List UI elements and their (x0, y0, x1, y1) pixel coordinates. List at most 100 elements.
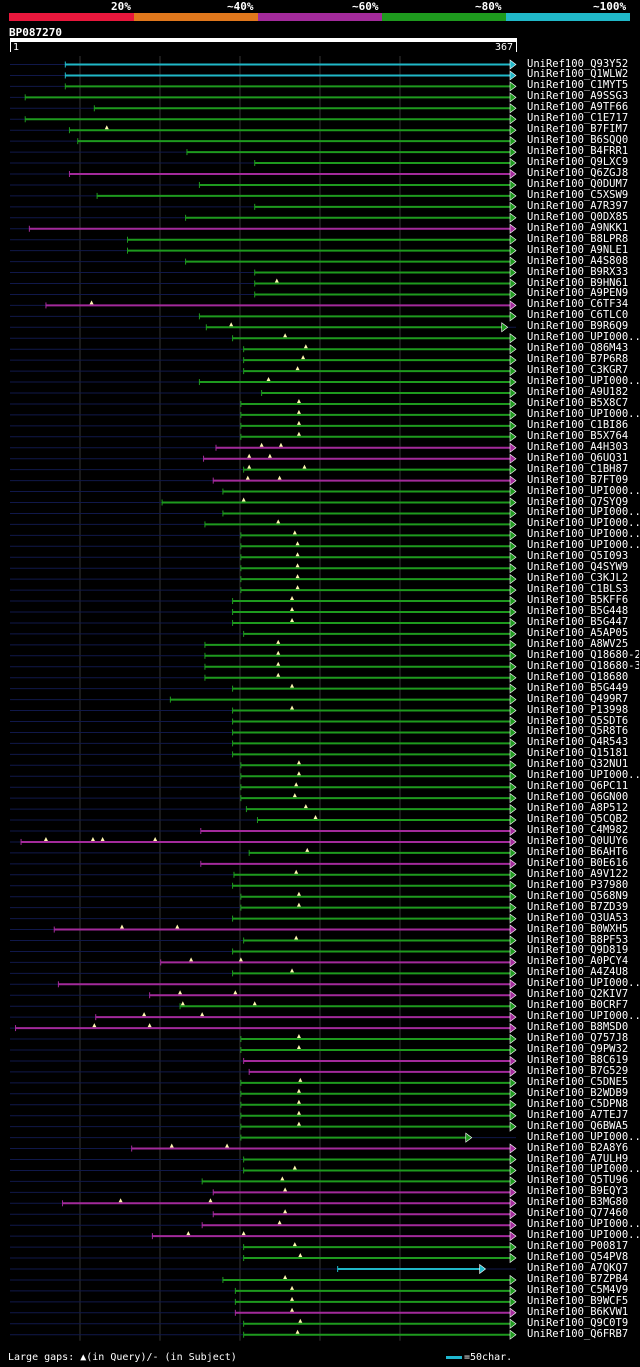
hit-label[interactable]: UniRef100_P00817 (527, 1241, 629, 1253)
hit-label[interactable]: UniRef100_B8MSD0 (527, 1022, 629, 1034)
hit-label[interactable]: UniRef100_A8P512 (527, 803, 629, 815)
hit-label[interactable]: UniRef100_B7ZD39 (527, 901, 629, 913)
hit-label[interactable]: UniRef100_B3MG80 (527, 1197, 629, 1209)
hit-label[interactable]: UniRef100_C4M982 (527, 825, 629, 836)
hit-label[interactable]: UniRef100_B8LPR8 (527, 233, 629, 245)
hit-label[interactable]: UniRef100_Q32NU1 (527, 759, 629, 771)
hit-label[interactable]: UniRef100_Q0DUM7 (527, 178, 629, 190)
hit-label[interactable]: UniRef100_A7ULH9 (527, 1153, 629, 1165)
hit-label[interactable]: UniRef100_A8WV25 (527, 638, 629, 650)
hit-label[interactable]: UniRef100_Q5TU96 (527, 1175, 629, 1187)
hit-label[interactable]: UniRef100_A5AP05 (527, 627, 629, 639)
hit-label[interactable]: UniRef100_Q1WLW2 (527, 69, 629, 81)
hit-label[interactable]: UniRef100_B5KFF6 (527, 595, 629, 607)
hit-label[interactable]: UniRef100_C1MYT5 (527, 80, 629, 92)
hit-label[interactable]: UniRef100_Q757J8 (527, 1033, 629, 1045)
hit-label[interactable]: UniRef100_Q2KIV7 (527, 989, 629, 1001)
hit-label[interactable]: UniRef100_UPI000.. (527, 1164, 639, 1176)
hit-label[interactable]: UniRef100_B0CRF7 (527, 1000, 629, 1012)
hit-label[interactable]: UniRef100_C3KJL2 (527, 573, 629, 585)
hit-label[interactable]: UniRef100_Q9D819 (527, 945, 629, 957)
hit-label[interactable]: UniRef100_C3KGR7 (527, 365, 629, 377)
hit-label[interactable]: UniRef100_A9V122 (527, 868, 629, 880)
hit-label[interactable]: UniRef100_Q7SYQ9 (527, 496, 629, 508)
hit-label[interactable]: UniRef100_B0WXH5 (527, 923, 629, 935)
hit-label[interactable]: UniRef100_B0E616 (527, 857, 629, 869)
hit-label[interactable]: UniRef100_Q9PW32 (527, 1044, 629, 1055)
hit-label[interactable]: UniRef100_B8PF53 (527, 934, 629, 946)
hit-label[interactable]: UniRef100_UPI000.. (527, 978, 639, 990)
hit-label[interactable]: UniRef100_A4H303 (527, 441, 629, 453)
hit-label[interactable]: UniRef100_P37980 (527, 879, 629, 891)
hit-label[interactable]: UniRef100_B6KVW1 (527, 1306, 629, 1318)
hit-label[interactable]: UniRef100_Q4R543 (527, 737, 629, 749)
hit-label[interactable]: UniRef100_Q5I093 (527, 551, 629, 563)
hit-label[interactable]: UniRef100_A7TEJ7 (527, 1109, 629, 1121)
hit-label[interactable]: UniRef100_UPI000.. (527, 518, 639, 530)
hit-label[interactable]: UniRef100_P13998 (527, 704, 629, 716)
hit-label[interactable]: UniRef100_UPI000.. (527, 770, 639, 782)
hit-label[interactable]: UniRef100_UPI000.. (527, 507, 639, 519)
hit-label[interactable]: UniRef100_Q0UUY6 (527, 835, 629, 847)
hit-label[interactable]: UniRef100_UPI000.. (527, 408, 639, 420)
hit-label[interactable]: UniRef100_Q5CQB2 (527, 814, 629, 826)
hit-label[interactable]: UniRef100_C5M4V9 (527, 1284, 629, 1296)
hit-label[interactable]: UniRef100_Q9C0T9 (527, 1317, 629, 1329)
hit-label[interactable]: UniRef100_B5G447 (527, 616, 629, 628)
hit-label[interactable]: UniRef100_B2WDB9 (527, 1087, 629, 1099)
hit-label[interactable]: UniRef100_UPI000.. (527, 1011, 639, 1023)
hit-label[interactable]: UniRef100_UPI000.. (527, 1131, 639, 1143)
hit-label[interactable]: UniRef100_UPI000.. (527, 376, 639, 388)
hit-label[interactable]: UniRef100_Q54PV8 (527, 1252, 629, 1264)
hit-label[interactable]: UniRef100_A0PCY4 (527, 956, 629, 968)
hit-label[interactable]: UniRef100_UPI000.. (527, 540, 639, 552)
hit-label[interactable]: UniRef100_B9WCF5 (527, 1295, 629, 1307)
hit-label[interactable]: UniRef100_A7R397 (527, 200, 629, 212)
hit-label[interactable]: UniRef100_Q0DX85 (527, 211, 629, 223)
hit-label[interactable]: UniRef100_B5X764 (527, 430, 629, 442)
hit-label[interactable]: UniRef100_UPI000.. (527, 1230, 639, 1242)
hit-label[interactable]: UniRef100_B4FRR1 (527, 146, 629, 158)
hit-label[interactable]: UniRef100_B7FT09 (527, 474, 629, 486)
hit-label[interactable]: UniRef100_C1BI86 (527, 419, 629, 431)
hit-label[interactable]: UniRef100_B7P6R8 (527, 354, 629, 366)
hit-label[interactable]: UniRef100_B7G529 (527, 1065, 629, 1077)
hit-label[interactable]: UniRef100_A9SSG3 (527, 91, 629, 103)
hit-label[interactable]: UniRef100_B2A8Y6 (527, 1142, 629, 1154)
hit-label[interactable]: UniRef100_Q4SYW9 (527, 562, 629, 574)
hit-label[interactable]: UniRef100_Q6ZGJ8 (527, 168, 629, 179)
hit-label[interactable]: UniRef100_Q3UA53 (527, 912, 629, 924)
hit-label[interactable]: UniRef100_A4Z4U8 (527, 967, 629, 979)
hit-label[interactable]: UniRef100_Q18680-3 (527, 660, 639, 672)
hit-label[interactable]: UniRef100_Q93Y52 (527, 58, 629, 70)
hit-label[interactable]: UniRef100_Q18680-2 (527, 649, 639, 661)
hit-label[interactable]: UniRef100_Q5R8T6 (527, 726, 629, 738)
hit-label[interactable]: UniRef100_B6SQQ0 (527, 135, 629, 147)
hit-label[interactable]: UniRef100_C1E717 (527, 113, 629, 125)
hit-label[interactable]: UniRef100_B5G448 (527, 606, 629, 617)
hit-label[interactable]: UniRef100_C5DPN8 (527, 1098, 629, 1110)
hit-label[interactable]: UniRef100_A9NLE1 (527, 244, 629, 256)
hit-label[interactable]: UniRef100_Q86M43 (527, 343, 629, 355)
hit-label[interactable]: UniRef100_A9PEN9 (527, 288, 629, 300)
hit-label[interactable]: UniRef100_A4S808 (527, 255, 629, 267)
hit-label[interactable]: UniRef100_UPI000.. (527, 332, 639, 344)
hit-label[interactable]: UniRef100_B9RX33 (527, 266, 629, 278)
hit-label[interactable]: UniRef100_Q6GN00 (527, 792, 629, 804)
hit-label[interactable]: UniRef100_UPI000.. (527, 1219, 639, 1231)
hit-label[interactable]: UniRef100_Q5SDT6 (527, 715, 629, 727)
hit-label[interactable]: UniRef100_Q568N9 (527, 890, 629, 902)
hit-label[interactable]: UniRef100_C1BLS3 (527, 584, 629, 596)
hit-label[interactable]: UniRef100_Q6FRB7 (527, 1328, 629, 1340)
hit-label[interactable]: UniRef100_Q6UQ31 (527, 452, 629, 464)
hit-label[interactable]: UniRef100_C5DNE5 (527, 1076, 629, 1088)
hit-label[interactable]: UniRef100_Q6PC11 (527, 781, 629, 793)
hit-label[interactable]: UniRef100_B7ZPB4 (527, 1273, 629, 1285)
hit-label[interactable]: UniRef100_B8C619 (527, 1054, 629, 1066)
hit-label[interactable]: UniRef100_C6TF34 (527, 299, 629, 311)
hit-label[interactable]: UniRef100_UPI000.. (527, 485, 639, 497)
hit-label[interactable]: UniRef100_B6AHT6 (527, 846, 629, 858)
hit-label[interactable]: UniRef100_B9EQY3 (527, 1186, 629, 1198)
hit-label[interactable]: UniRef100_Q15181 (527, 748, 629, 760)
hit-label[interactable]: UniRef100_A7QKQ7 (527, 1263, 629, 1274)
